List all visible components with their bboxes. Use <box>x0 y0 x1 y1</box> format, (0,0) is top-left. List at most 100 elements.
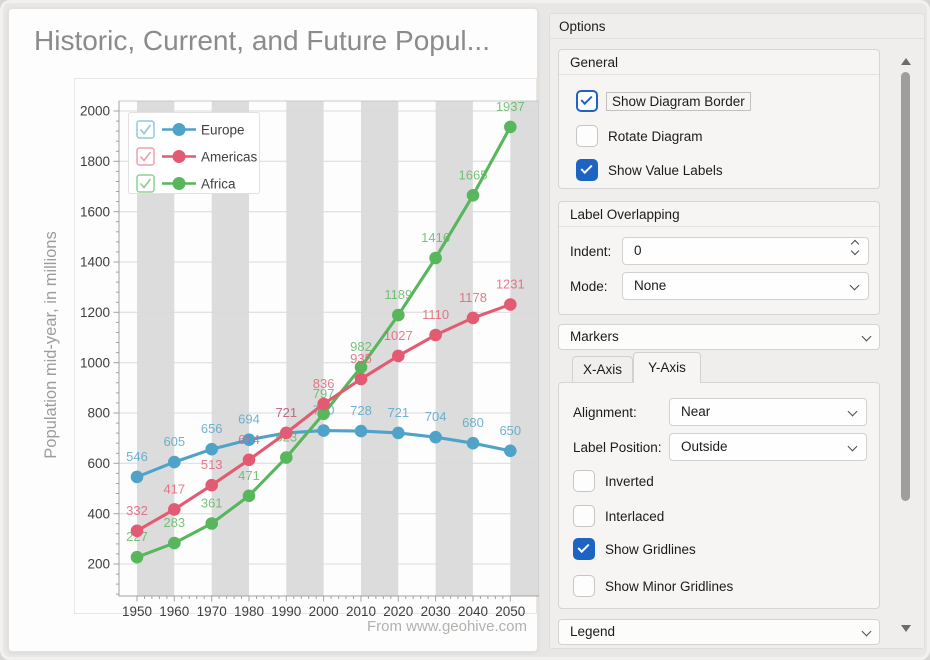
axis-labels: 200 400 600 800 1000 1200 1400 1600 1800 2000 1950… <box>80 104 525 619</box>
x-axis-label: 2030 <box>421 604 451 619</box>
value-label: 1416 <box>421 230 450 245</box>
series-marker <box>242 489 256 503</box>
series-marker <box>130 524 144 538</box>
legend-check-icon <box>139 151 152 162</box>
scroll-down-icon[interactable] <box>901 625 911 632</box>
chevron-down-icon <box>847 441 858 452</box>
y-axis-tab-panel: Alignment: Near Label Position: Outside … <box>558 382 880 609</box>
legend-item-europe[interactable]: Europe <box>136 120 245 139</box>
value-label: 721 <box>275 405 297 420</box>
chart-title: Historic, Current, and Future Popul... <box>34 25 490 56</box>
y-axis-label: 1200 <box>80 305 110 320</box>
value-label: 650 <box>499 423 521 438</box>
value-label: 982 <box>350 339 372 354</box>
checkbox-box[interactable] <box>576 90 598 112</box>
group-markers-collapsed[interactable]: Markers <box>558 324 880 350</box>
value-label: 283 <box>163 515 185 530</box>
legend-item-americas[interactable]: Americas <box>136 147 258 166</box>
checkbox-rotate-diagram[interactable]: Rotate Diagram <box>576 123 703 149</box>
series-marker <box>504 298 517 311</box>
tab-y-axis[interactable]: Y-Axis <box>633 352 701 383</box>
checkbox-label: Interlaced <box>605 508 665 524</box>
x-axis-label: 1970 <box>197 604 227 619</box>
series-marker <box>392 426 405 440</box>
chevron-down-icon <box>847 406 858 417</box>
legend-item-africa[interactable]: Africa <box>136 174 236 193</box>
checkbox-show-minor-gridlines[interactable]: Show Minor Gridlines <box>573 573 733 599</box>
chevron-down-icon[interactable] <box>861 331 872 342</box>
series-marker <box>168 455 181 469</box>
checkbox-box[interactable] <box>576 125 598 147</box>
checkbox-box[interactable] <box>573 505 595 527</box>
series-marker <box>280 426 293 440</box>
value-label: 361 <box>201 496 223 511</box>
checkbox-inverted[interactable]: Inverted <box>573 468 654 494</box>
legend-series-label: Africa <box>201 176 236 191</box>
legend-checkbox <box>136 120 155 139</box>
checkbox-show-value-labels[interactable]: Show Value Labels <box>576 157 723 183</box>
chevron-down-icon <box>849 280 860 291</box>
group-legend-collapsed[interactable]: Legend <box>558 619 880 645</box>
series-marker <box>130 470 144 484</box>
x-axis-label: 1960 <box>159 604 189 619</box>
y-axis-label: 800 <box>87 406 110 421</box>
spin-down-icon[interactable] <box>850 246 860 256</box>
options-panel: Options General Show Diagram Border Rota… <box>549 13 925 649</box>
value-label: 721 <box>275 405 297 420</box>
alignment-dropdown[interactable]: Near <box>669 398 867 426</box>
value-label: 1178 <box>459 290 487 305</box>
checkbox-box[interactable] <box>576 159 598 181</box>
mode-dropdown[interactable]: None <box>622 272 869 300</box>
legend-checkbox <box>136 147 155 166</box>
legend: Europe Americas Africa <box>128 112 260 194</box>
legend-marker <box>172 123 186 136</box>
options-panel-title: Options <box>559 19 606 34</box>
y-axis-label: 1800 <box>80 154 110 169</box>
checkbox-box[interactable] <box>573 470 595 492</box>
checkbox-label: Show Minor Gridlines <box>605 578 734 594</box>
value-label: 704 <box>425 409 447 424</box>
series-marker <box>280 451 293 464</box>
series-marker <box>130 550 144 564</box>
chevron-down-icon[interactable] <box>861 626 872 637</box>
series-marker <box>354 360 368 374</box>
series-marker <box>205 442 218 456</box>
scroll-thumb[interactable] <box>901 72 910 501</box>
value-label: 797 <box>313 386 335 401</box>
series-marker <box>317 397 330 411</box>
legend-label: Legend <box>570 624 616 639</box>
checkbox-show-diagram-border[interactable]: Show Diagram Border <box>576 88 751 114</box>
checkbox-box[interactable] <box>573 575 595 597</box>
series-marker <box>466 436 480 450</box>
checkbox-box[interactable] <box>573 538 595 560</box>
value-label: 1231 <box>496 277 525 292</box>
y-axis-label: 600 <box>87 456 110 471</box>
y-axis-label: 1400 <box>80 255 110 270</box>
value-label: 471 <box>238 468 260 483</box>
value-label: 1110 <box>422 307 449 322</box>
indent-spinner[interactable]: 0 <box>622 237 869 265</box>
value-label: 417 <box>163 481 185 496</box>
mode-label: Mode: <box>570 279 608 294</box>
x-axis-label: 2040 <box>458 604 488 619</box>
panel-scrollbar[interactable] <box>899 50 913 642</box>
tab-x-axis[interactable]: X-Axis <box>572 356 633 382</box>
spinner-buttons[interactable] <box>850 239 860 256</box>
value-label: 1937 <box>496 99 525 114</box>
markers-label: Markers <box>570 329 619 344</box>
series-marker <box>354 372 368 386</box>
series-marker <box>466 189 480 202</box>
series-marker <box>242 433 256 447</box>
value-label: 728 <box>350 403 372 418</box>
checkbox-interlaced[interactable]: Interlaced <box>573 503 664 529</box>
label-position-label: Label Position: <box>573 440 662 455</box>
value-label: 513 <box>201 457 223 472</box>
group-label-overlapping: Label Overlapping Indent: 0 Mode: None <box>558 201 880 315</box>
label-position-dropdown[interactable]: Outside <box>669 433 867 461</box>
checkbox-show-gridlines[interactable]: Show Gridlines <box>573 536 696 562</box>
series-marker <box>392 308 405 322</box>
value-label: 605 <box>163 434 185 449</box>
axes <box>113 101 539 602</box>
value-label: 332 <box>126 503 148 518</box>
scroll-up-icon[interactable] <box>901 58 911 65</box>
